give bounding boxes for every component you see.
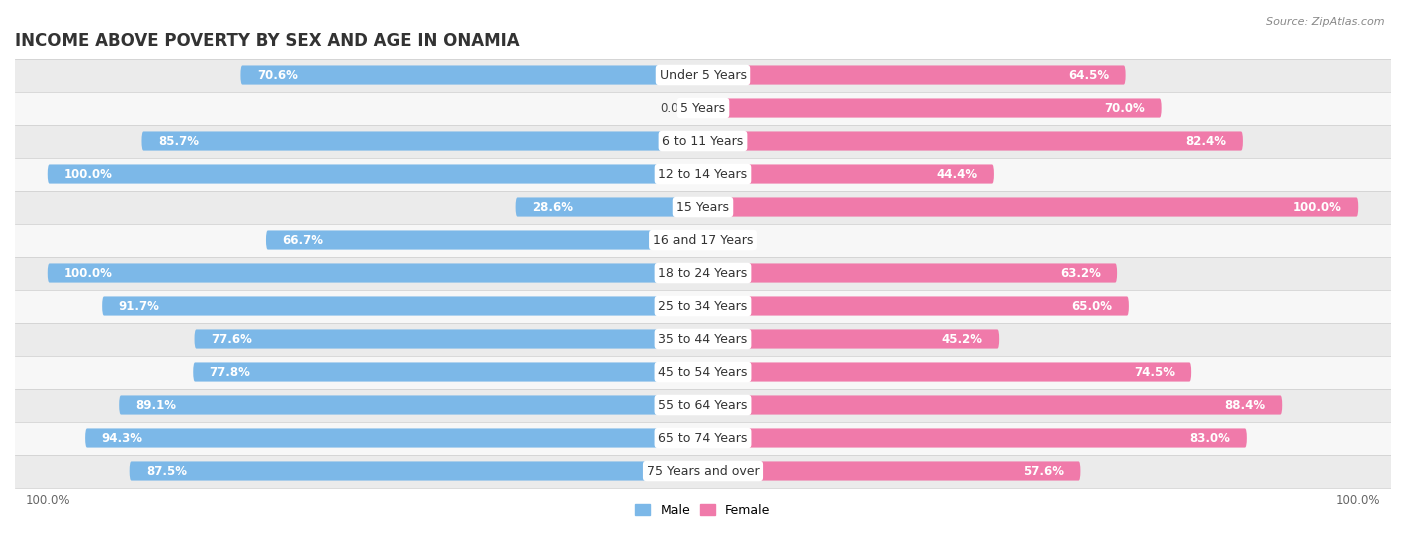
Text: 25 to 34 Years: 25 to 34 Years <box>658 300 748 312</box>
FancyBboxPatch shape <box>103 296 703 316</box>
FancyBboxPatch shape <box>703 428 1247 448</box>
FancyBboxPatch shape <box>696 98 703 117</box>
Bar <box>15 92 1391 125</box>
FancyBboxPatch shape <box>703 197 1358 216</box>
Bar <box>15 356 1391 389</box>
Text: 82.4%: 82.4% <box>1185 135 1226 148</box>
FancyBboxPatch shape <box>703 98 1161 117</box>
Text: 64.5%: 64.5% <box>1069 69 1109 82</box>
FancyBboxPatch shape <box>194 329 703 349</box>
Text: Source: ZipAtlas.com: Source: ZipAtlas.com <box>1267 17 1385 27</box>
FancyBboxPatch shape <box>86 428 703 448</box>
FancyBboxPatch shape <box>48 164 703 183</box>
Text: 28.6%: 28.6% <box>531 201 574 214</box>
Bar <box>15 290 1391 323</box>
Text: 100.0%: 100.0% <box>65 168 112 181</box>
Text: 63.2%: 63.2% <box>1060 267 1101 280</box>
Text: 57.6%: 57.6% <box>1024 465 1064 477</box>
Text: 65.0%: 65.0% <box>1071 300 1112 312</box>
Bar <box>15 191 1391 224</box>
Text: 45.2%: 45.2% <box>942 333 983 345</box>
Text: 12 to 14 Years: 12 to 14 Years <box>658 168 748 181</box>
Text: 45 to 54 Years: 45 to 54 Years <box>658 366 748 378</box>
Bar <box>15 224 1391 257</box>
Text: 83.0%: 83.0% <box>1189 432 1230 444</box>
Text: 77.8%: 77.8% <box>209 366 250 378</box>
FancyBboxPatch shape <box>266 230 703 249</box>
Text: 5 Years: 5 Years <box>681 102 725 115</box>
Bar <box>15 323 1391 356</box>
Text: 44.4%: 44.4% <box>936 168 977 181</box>
Bar <box>15 421 1391 454</box>
FancyBboxPatch shape <box>703 131 1243 150</box>
FancyBboxPatch shape <box>193 362 703 382</box>
FancyBboxPatch shape <box>703 164 994 183</box>
Text: 94.3%: 94.3% <box>101 432 142 444</box>
FancyBboxPatch shape <box>703 230 710 249</box>
Text: 15 Years: 15 Years <box>676 201 730 214</box>
FancyBboxPatch shape <box>703 395 1282 415</box>
Text: 70.6%: 70.6% <box>257 69 298 82</box>
Bar <box>15 59 1391 92</box>
Text: 91.7%: 91.7% <box>118 300 159 312</box>
Bar <box>15 125 1391 158</box>
Text: 88.4%: 88.4% <box>1225 399 1265 411</box>
Text: 65 to 74 Years: 65 to 74 Years <box>658 432 748 444</box>
FancyBboxPatch shape <box>703 263 1118 283</box>
Text: 87.5%: 87.5% <box>146 465 187 477</box>
Legend: Male, Female: Male, Female <box>630 499 776 522</box>
Text: 75 Years and over: 75 Years and over <box>647 465 759 477</box>
Text: 18 to 24 Years: 18 to 24 Years <box>658 267 748 280</box>
Bar <box>15 454 1391 487</box>
FancyBboxPatch shape <box>142 131 703 150</box>
Text: 6 to 11 Years: 6 to 11 Years <box>662 135 744 148</box>
Text: 74.5%: 74.5% <box>1133 366 1175 378</box>
Bar <box>15 257 1391 290</box>
FancyBboxPatch shape <box>703 329 1000 349</box>
Text: 55 to 64 Years: 55 to 64 Years <box>658 399 748 411</box>
FancyBboxPatch shape <box>129 461 703 481</box>
Text: INCOME ABOVE POVERTY BY SEX AND AGE IN ONAMIA: INCOME ABOVE POVERTY BY SEX AND AGE IN O… <box>15 32 520 50</box>
FancyBboxPatch shape <box>703 296 1129 316</box>
Bar <box>15 158 1391 191</box>
Text: 85.7%: 85.7% <box>157 135 198 148</box>
Text: 16 and 17 Years: 16 and 17 Years <box>652 234 754 247</box>
FancyBboxPatch shape <box>703 461 1080 481</box>
FancyBboxPatch shape <box>240 65 703 84</box>
Text: 70.0%: 70.0% <box>1105 102 1146 115</box>
Text: 77.6%: 77.6% <box>211 333 252 345</box>
FancyBboxPatch shape <box>48 263 703 283</box>
Text: Under 5 Years: Under 5 Years <box>659 69 747 82</box>
Text: 100.0%: 100.0% <box>65 267 112 280</box>
FancyBboxPatch shape <box>516 197 703 216</box>
Text: 35 to 44 Years: 35 to 44 Years <box>658 333 748 345</box>
Text: 89.1%: 89.1% <box>135 399 177 411</box>
FancyBboxPatch shape <box>703 362 1191 382</box>
Text: 66.7%: 66.7% <box>283 234 323 247</box>
FancyBboxPatch shape <box>703 65 1126 84</box>
Bar <box>15 389 1391 421</box>
Text: 0.0%: 0.0% <box>661 102 690 115</box>
Text: 0.0%: 0.0% <box>716 234 745 247</box>
Text: 100.0%: 100.0% <box>1294 201 1341 214</box>
FancyBboxPatch shape <box>120 395 703 415</box>
